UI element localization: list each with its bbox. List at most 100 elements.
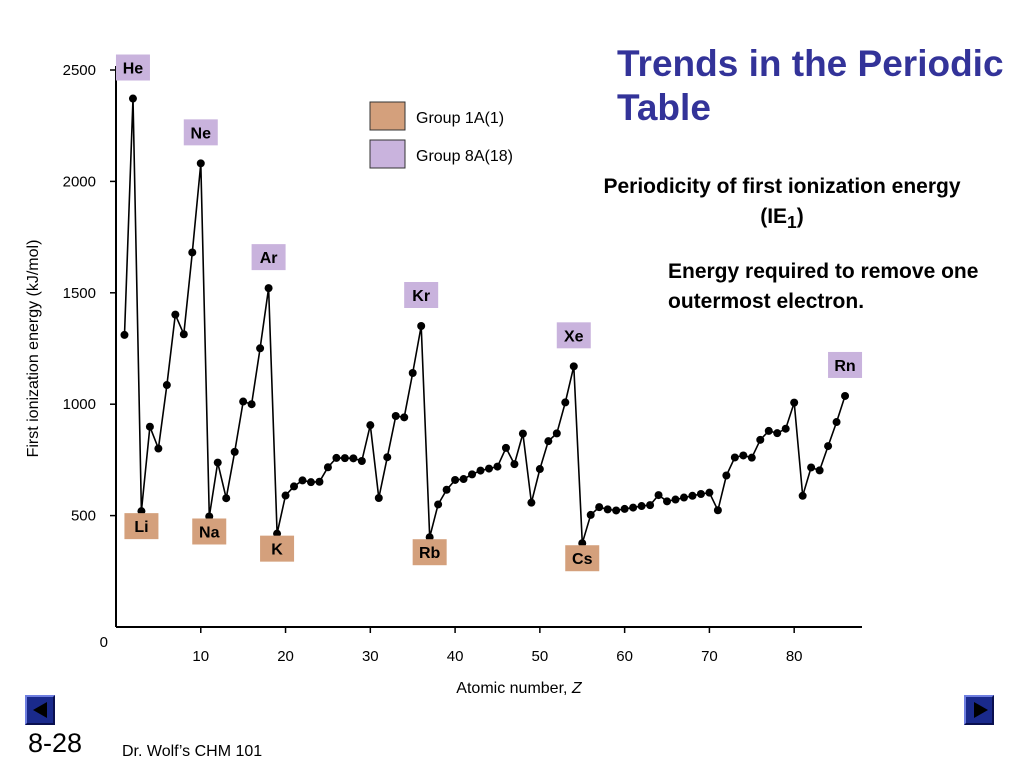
data-point [493, 462, 502, 471]
element-label-box [124, 513, 159, 540]
element-label-box [404, 281, 439, 308]
data-point [383, 453, 392, 462]
x-axis-title-text: Atomic number, [456, 680, 572, 697]
data-point [832, 418, 841, 427]
element-label-text: Ar [260, 250, 278, 267]
element-label-li: Li [124, 513, 159, 540]
definition-text: Energy required to remove one outermost … [668, 260, 979, 313]
element-label-k: K [260, 535, 295, 562]
element-label-text: Kr [412, 288, 430, 305]
data-point [569, 362, 578, 371]
data-point [739, 451, 748, 460]
data-point [400, 413, 409, 422]
data-point [442, 485, 451, 494]
element-label-box [192, 518, 227, 545]
data-point [256, 344, 265, 353]
data-point [544, 437, 553, 446]
x-axis-title: Atomic number, Z [456, 680, 583, 697]
data-point [747, 453, 756, 462]
data-point [722, 471, 731, 480]
data-point [781, 424, 790, 433]
data-point [764, 426, 773, 435]
data-point [603, 505, 612, 514]
data-point [807, 463, 816, 472]
data-point [620, 504, 629, 513]
data-point [128, 94, 137, 103]
data-point [696, 489, 705, 498]
y-tick-label: 1000 [63, 396, 96, 413]
data-point [841, 391, 850, 400]
data-point [391, 412, 400, 421]
data-point [798, 491, 807, 500]
data-point [485, 464, 493, 473]
y-tick-label: 1500 [63, 285, 96, 302]
data-point [663, 497, 672, 506]
x-tick-label: 20 [277, 648, 294, 665]
data-point [629, 503, 638, 512]
chart-subtitle: Periodicity of first ionization energy (… [596, 172, 968, 237]
data-point [612, 506, 621, 515]
element-label-cs: Cs [565, 545, 600, 572]
data-point [120, 330, 129, 339]
data-point [230, 447, 239, 456]
y-tick-label: 2000 [63, 173, 96, 190]
series-line [123, 98, 846, 544]
element-label-box [183, 119, 218, 146]
data-point [595, 503, 604, 512]
data-point [162, 381, 171, 390]
x-tick-label: 40 [447, 648, 464, 665]
data-point [281, 491, 290, 500]
element-label-box [251, 244, 286, 271]
triangle-right-icon [974, 702, 988, 718]
element-label-ar: Ar [251, 244, 286, 271]
data-point [290, 482, 299, 491]
element-label-text: Xe [564, 328, 584, 345]
data-point [366, 421, 375, 430]
data-point [790, 398, 799, 407]
element-label-text: He [123, 61, 144, 78]
triangle-left-icon [33, 702, 47, 718]
x-tick-label: 70 [701, 648, 718, 665]
legend-label: Group 1A(1) [416, 110, 504, 127]
element-label-box [556, 322, 591, 349]
data-point [561, 398, 570, 407]
x-tick-label: 10 [192, 648, 209, 665]
data-point [349, 454, 358, 463]
data-point [756, 435, 765, 444]
data-point [730, 453, 739, 462]
data-point [705, 488, 714, 497]
previous-slide-button[interactable] [25, 695, 55, 725]
data-point [298, 476, 307, 485]
element-label-rb: Rb [412, 539, 447, 566]
data-point [434, 500, 443, 509]
chart-legend: Group 1A(1) Group 8A(18) [369, 101, 513, 169]
data-point [654, 491, 663, 500]
data-point [586, 510, 595, 519]
data-point [518, 429, 527, 438]
data-point [315, 477, 324, 486]
data-point [145, 422, 154, 431]
data-point [196, 159, 205, 168]
slide-number: 8-28 [28, 728, 83, 758]
chart-element-labels: He Ne Ar Kr Xe Rn Li Na K Rb Cs [115, 54, 863, 572]
data-point [264, 284, 273, 293]
x-axis-variable: Z [571, 680, 583, 697]
data-point [468, 470, 477, 479]
element-label-box [115, 54, 150, 81]
data-point [679, 493, 688, 502]
data-point [247, 400, 256, 409]
data-point [824, 442, 833, 451]
element-label-text: Cs [572, 551, 593, 568]
element-label-box [260, 535, 295, 562]
subtitle-end: ) [796, 205, 804, 228]
data-point [188, 248, 197, 257]
next-slide-button[interactable] [964, 695, 994, 725]
data-point [332, 453, 341, 462]
element-label-rn: Rn [828, 351, 863, 378]
x-tick-label: 60 [616, 648, 633, 665]
data-point [171, 310, 180, 319]
element-label-text: Na [199, 524, 220, 541]
data-point [773, 429, 782, 438]
data-point [713, 506, 722, 515]
data-point [340, 454, 349, 463]
